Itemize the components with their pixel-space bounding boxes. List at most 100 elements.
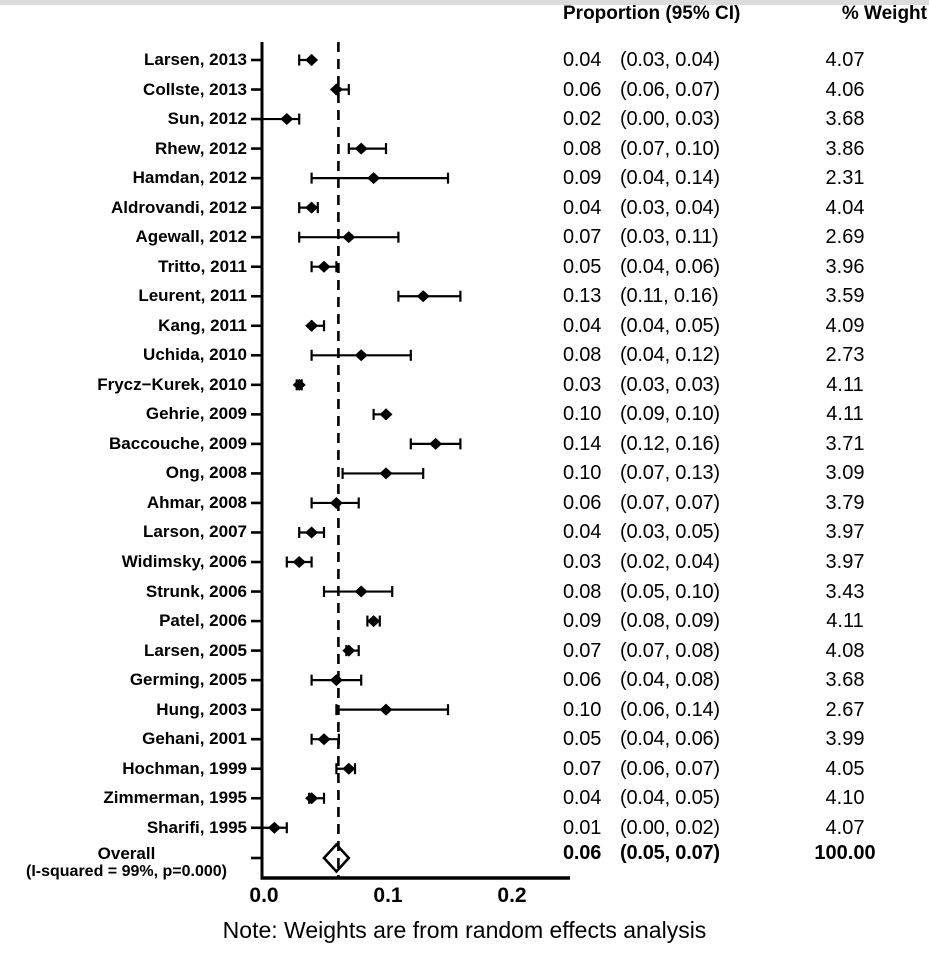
overall-diamond <box>322 842 351 874</box>
study-weight: 2.69 <box>825 226 865 249</box>
study-label: Patel, 2006 <box>159 611 247 631</box>
point-estimate-marker <box>317 260 331 273</box>
study-proportion-ci: 0.08 (0.07, 0.10) <box>563 137 720 161</box>
study-estimate: 0.10 <box>563 462 602 485</box>
study-weight: 2.67 <box>825 698 865 721</box>
study-estimate: 0.14 <box>563 432 602 455</box>
study-ci: (0.07, 0.08) <box>620 639 720 662</box>
study-label: Hochman, 1999 <box>122 758 247 778</box>
study-weight: 3.43 <box>825 580 865 603</box>
study-estimate: 0.08 <box>563 137 602 160</box>
study-label: Kang, 2011 <box>158 315 247 335</box>
study-label: Ong, 2008 <box>165 463 247 483</box>
study-label: Agewall, 2012 <box>135 227 247 247</box>
study-ci: (0.12, 0.16) <box>620 432 720 455</box>
study-estimate: 0.09 <box>563 610 602 633</box>
study-ci: (0.04, 0.14) <box>620 167 720 190</box>
study-proportion-ci: 0.10 (0.06, 0.14) <box>563 698 720 722</box>
point-estimate-marker <box>305 319 319 332</box>
column-header-weight: % Weight <box>841 3 927 24</box>
x-tick-label-2: 0.2 <box>497 884 527 907</box>
point-estimate-marker <box>329 496 343 509</box>
point-estimate-marker <box>429 437 443 450</box>
study-estimate: 0.06 <box>563 491 602 514</box>
point-estimate-marker <box>317 733 331 746</box>
study-estimate: 0.04 <box>563 521 602 544</box>
study-ci: (0.05, 0.10) <box>620 580 720 603</box>
study-label: Larson, 2007 <box>143 522 247 542</box>
point-estimate-marker <box>379 703 393 716</box>
study-label: Uchida, 2010 <box>143 345 247 365</box>
point-estimate-marker <box>354 349 368 362</box>
study-estimate: 0.09 <box>563 167 602 190</box>
study-proportion-ci: 0.04 (0.03, 0.04) <box>563 196 720 220</box>
overall-estimate: 0.06 <box>563 842 602 864</box>
study-label: Larsen, 2013 <box>143 50 247 69</box>
study-label: Zimmerman, 1995 <box>103 788 247 808</box>
study-weight: 3.59 <box>825 285 865 308</box>
study-weight: 3.96 <box>825 255 865 278</box>
study-ci: (0.03, 0.04) <box>620 49 720 71</box>
study-proportion-ci: 0.06 (0.07, 0.07) <box>563 491 720 515</box>
point-estimate-marker <box>329 83 343 96</box>
study-label: Sun, 2012 <box>167 109 247 129</box>
study-proportion-ci: 0.04 (0.04, 0.05) <box>563 786 720 810</box>
study-weight: 2.73 <box>825 344 865 367</box>
study-ci: (0.08, 0.09) <box>620 610 720 633</box>
study-weight: 3.97 <box>825 551 865 573</box>
study-ci: (0.07, 0.13) <box>620 462 720 485</box>
study-proportion-ci: 0.06 (0.04, 0.08) <box>563 668 720 692</box>
study-estimate: 0.04 <box>563 787 602 810</box>
study-ci: (0.03, 0.03) <box>620 373 720 396</box>
study-estimate: 0.07 <box>563 226 602 249</box>
point-estimate-marker <box>367 172 381 185</box>
study-weight: 3.71 <box>825 432 865 455</box>
study-proportion-ci: 0.09 (0.08, 0.09) <box>563 609 720 633</box>
overall-heterogeneity-label: (I-squared = 99%, p=0.000) <box>26 863 227 880</box>
study-estimate: 0.13 <box>563 285 602 308</box>
overall-weight: 100.00 <box>814 842 876 864</box>
study-label: Strunk, 2006 <box>145 581 247 601</box>
study-weight: 4.11 <box>826 403 864 426</box>
study-proportion-ci: 0.05 (0.04, 0.06) <box>563 727 720 751</box>
study-label: Collste, 2013 <box>143 79 247 99</box>
study-proportion-ci: 0.05 (0.04, 0.06) <box>563 255 720 279</box>
point-estimate-marker <box>354 585 368 598</box>
study-estimate: 0.06 <box>563 78 602 101</box>
study-proportion-ci: 0.03 (0.03, 0.03) <box>563 373 720 397</box>
point-estimate-marker <box>379 408 393 421</box>
study-estimate: 0.01 <box>563 816 602 839</box>
column-header-proportion: Proportion (95% CI) <box>563 3 741 24</box>
study-estimate: 0.04 <box>563 196 602 219</box>
study-weight: 3.79 <box>825 491 865 514</box>
study-ci: (0.06, 0.07) <box>620 757 720 780</box>
study-estimate: 0.10 <box>563 698 602 721</box>
study-estimate: 0.06 <box>563 669 602 692</box>
study-label: Larsen, 2005 <box>143 640 247 660</box>
study-ci: (0.06, 0.07) <box>620 78 720 101</box>
study-weight: 3.97 <box>825 521 865 544</box>
study-ci: (0.00, 0.03) <box>620 108 720 131</box>
study-weight: 4.08 <box>825 639 865 662</box>
study-estimate: 0.10 <box>563 403 602 426</box>
study-estimate: 0.03 <box>563 373 602 396</box>
study-estimate: 0.02 <box>563 108 602 131</box>
study-proportion-ci: 0.03 (0.02, 0.04) <box>563 550 720 574</box>
study-proportion-ci: 0.02 (0.00, 0.03) <box>563 107 720 131</box>
point-estimate-marker <box>292 556 306 569</box>
study-ci: (0.09, 0.10) <box>620 403 720 426</box>
study-weight: 4.09 <box>825 314 865 337</box>
overall-value: 0.06 (0.05, 0.07) <box>563 841 720 865</box>
study-proportion-ci: 0.07 (0.07, 0.08) <box>563 639 720 663</box>
point-estimate-marker <box>267 821 281 834</box>
x-tick-label-0: 0.0 <box>249 884 279 907</box>
study-weight: 2.31 <box>825 167 865 190</box>
top-border-strip <box>0 0 929 5</box>
study-estimate: 0.07 <box>563 757 602 780</box>
study-estimate: 0.05 <box>563 728 602 751</box>
study-proportion-ci: 0.06 (0.06, 0.07) <box>563 78 720 102</box>
point-estimate-marker <box>305 201 319 214</box>
point-estimate-marker <box>379 467 393 480</box>
study-label: Gehani, 2001 <box>142 729 247 749</box>
